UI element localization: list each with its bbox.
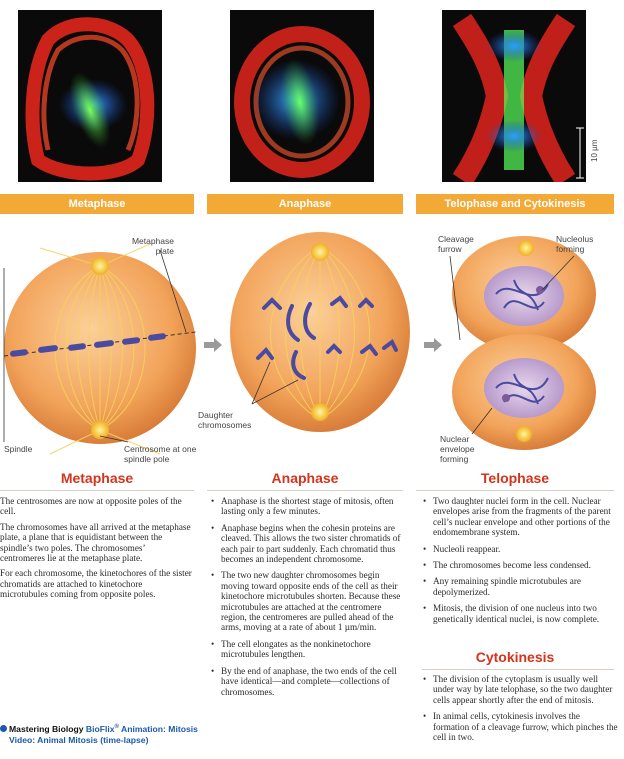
animation-title: Animation: Mitosis xyxy=(121,723,198,734)
micrograph-metaphase xyxy=(18,10,162,182)
cytokinesis-bullet: In animal cells, cytokinesis involves th… xyxy=(422,711,618,742)
band-anaphase: Anaphase xyxy=(207,194,403,214)
band-telophase: Telophase and Cytokinesis xyxy=(416,194,614,214)
anaphase-bullet: The two new daughter chromosomes begin m… xyxy=(210,570,406,632)
telophase-cell-diagram xyxy=(449,236,596,450)
rule-cytokinesis xyxy=(422,669,614,670)
label-spindle: Spindle xyxy=(4,444,33,454)
label-nuclear-envelope-forming: Nuclear envelope forming xyxy=(440,434,475,464)
telophase-bullet: The chromosomes become less condensed. xyxy=(422,560,618,571)
band-metaphase: Metaphase xyxy=(0,194,194,214)
anaphase-text: Anaphase is the shortest stage of mitosi… xyxy=(210,496,406,703)
mastering-line-2: Video: Animal Mitosis (time-lapse) xyxy=(9,734,149,745)
micrograph-telophase xyxy=(442,10,586,182)
anaphase-bullet: Anaphase begins when the cohesin protein… xyxy=(210,523,406,565)
title-anaphase: Anaphase xyxy=(271,470,339,486)
mastering-icon xyxy=(0,724,7,732)
metaphase-cell-diagram xyxy=(3,243,197,455)
telophase-bullet: Nucleoli reappear. xyxy=(422,544,618,555)
anaphase-bullet: Anaphase is the shortest stage of mitosi… xyxy=(210,496,406,517)
anaphase-cell-diagram xyxy=(230,232,410,432)
arrow-icon xyxy=(204,338,222,352)
cytokinesis-bullet: The division of the cytoplasm is usually… xyxy=(422,674,618,705)
cytokinesis-text: The division of the cytoplasm is usually… xyxy=(422,674,618,748)
metaphase-paragraph: For each chromosome, the kinetochores of… xyxy=(0,568,192,600)
telophase-bullet: Mitosis, the division of one nucleus int… xyxy=(422,603,618,624)
rule-anaphase xyxy=(207,490,403,491)
mastering-brand: Mastering Biology xyxy=(9,723,84,734)
label-daughter-chromosomes: Daughter chromosomes xyxy=(198,410,252,430)
telophase-bullet: Two daughter nuclei form in the cell. Nu… xyxy=(422,496,618,538)
title-telophase: Telophase xyxy=(480,470,550,486)
telophase-text: Two daughter nuclei form in the cell. Nu… xyxy=(422,496,618,630)
label-metaphase-plate: Metaphase plate xyxy=(131,236,174,256)
label-cleavage-furrow: Cleavage furrow xyxy=(438,234,474,254)
title-metaphase: Metaphase xyxy=(60,470,134,486)
rule-telophase xyxy=(416,490,614,491)
metaphase-paragraph: The centrosomes are now at opposite pole… xyxy=(0,496,182,517)
metaphase-text: The centrosomes are now at opposite pole… xyxy=(0,496,192,605)
bioflix-label: BioFlix xyxy=(85,723,115,734)
label-nucleolus-forming: Nucleolus forming xyxy=(556,234,594,254)
anaphase-bullet: The cell elongates as the nonkinetochore… xyxy=(210,639,406,660)
micrograph-anaphase xyxy=(230,10,374,182)
mastering-biology-link[interactable]: Mastering Biology BioFlix® Animation: Mi… xyxy=(0,722,200,746)
metaphase-paragraph: The chromosomes have all arrived at the … xyxy=(0,521,191,564)
arrow-icon xyxy=(424,338,442,352)
telophase-bullet: Any remaining spindle microtubules are d… xyxy=(422,576,618,597)
mastering-line-1: Mastering Biology BioFlix® Animation: Mi… xyxy=(0,722,200,735)
anaphase-bullet: By the end of anaphase, the two ends of … xyxy=(210,666,406,697)
scale-bar-label: 10 µm xyxy=(590,139,599,162)
rule-metaphase xyxy=(0,490,194,491)
title-cytokinesis: Cytokinesis xyxy=(475,649,555,665)
label-centrosome: Centrosome at one spindle pole xyxy=(124,444,197,464)
registered-mark: ® xyxy=(114,724,119,730)
